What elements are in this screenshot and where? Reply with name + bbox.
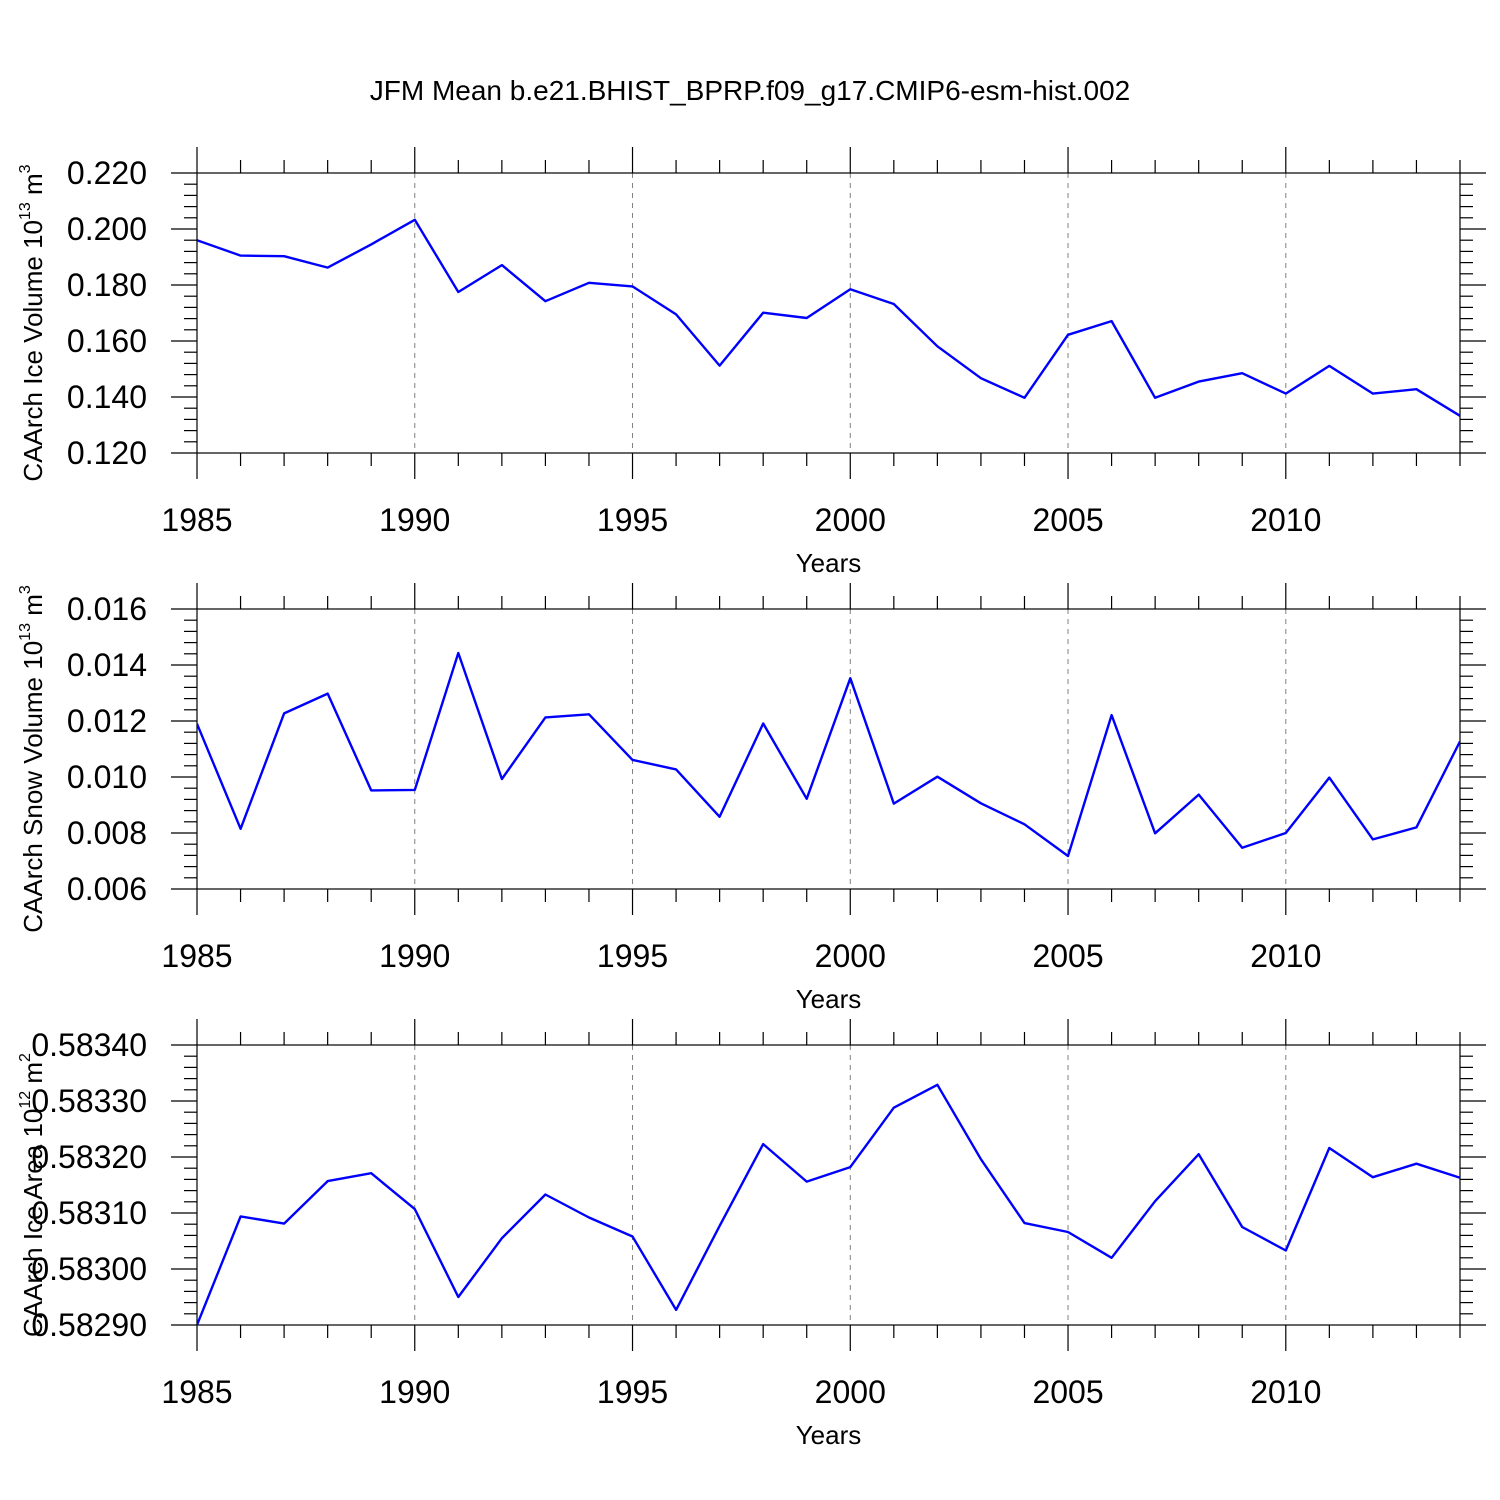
y-axis-label-superscript: 12 (17, 1091, 34, 1109)
plot-frame (196, 172, 1461, 454)
panel-3: 0.58290 0.58300 0.58310 0.58320 0.58330 0.583… (17, 1019, 1486, 1450)
y-axis-label-superscript: 2 (17, 1053, 34, 1062)
y-axis-label-part: m (18, 1062, 48, 1091)
x-tick-label: 2000 (815, 1374, 886, 1410)
y-axis-label-superscript: 13 (17, 202, 34, 220)
y-axis-label: CAArch Ice Area 1012 m2 (17, 1053, 48, 1337)
x-tick-label: 1990 (379, 1374, 450, 1410)
y-axis-label-superscript: 13 (17, 623, 34, 641)
x-tick-label: 1995 (597, 1374, 668, 1410)
x-tick-label: 2010 (1250, 1374, 1321, 1410)
y-tick-label: 0.014 (67, 647, 147, 683)
y-axis-label-part: m (18, 173, 48, 202)
x-axis-label: Years (796, 984, 862, 1014)
y-tick-label: 0.006 (67, 871, 147, 907)
y-axis-label-part: CAArch Snow Volume 10 (18, 641, 48, 933)
y-tick-label: 0.58340 (31, 1027, 147, 1063)
panel-1: 0.120 0.140 0.160 0.180 0.200 0.220 1985 1990 19… (17, 147, 1486, 578)
y-tick-label: 0.120 (67, 435, 147, 471)
x-tick-label: 1985 (161, 938, 232, 974)
y-tick-label: 0.012 (67, 703, 147, 739)
plot-frame (196, 608, 1461, 890)
y-tick-label: 0.220 (67, 155, 147, 191)
x-tick-label: 2010 (1250, 938, 1321, 974)
figure-title: JFM Mean b.e21.BHIST_BPRP.f09_g17.CMIP6-… (370, 75, 1131, 106)
y-axis-label-superscript: 3 (17, 164, 34, 173)
x-axis-label: Years (796, 1420, 862, 1450)
y-tick-label: 0.140 (67, 379, 147, 415)
y-tick-label: 0.58300 (31, 1251, 147, 1287)
y-tick-label: 0.58320 (31, 1139, 147, 1175)
y-tick-label: 0.200 (67, 211, 147, 247)
x-tick-label: 1995 (597, 502, 668, 538)
y-tick-label: 0.016 (67, 591, 147, 627)
series-line (197, 218, 1460, 417)
y-axis-label-part: CAArch Ice Area 10 (18, 1109, 48, 1337)
x-tick-label: 1995 (597, 938, 668, 974)
y-tick-label: 0.160 (67, 323, 147, 359)
x-tick-label: 1990 (379, 502, 450, 538)
y-tick-label: 0.58290 (31, 1307, 147, 1343)
y-axis-label: CAArch Snow Volume 1013 m3 (17, 585, 48, 933)
y-tick-label: 0.010 (67, 759, 147, 795)
x-axis-label: Years (796, 548, 862, 578)
x-tick-label: 1985 (161, 1374, 232, 1410)
x-tick-label: 2010 (1250, 502, 1321, 538)
plot-frame (196, 1044, 1461, 1326)
x-tick-label: 2005 (1032, 938, 1103, 974)
y-axis-label-part: m (18, 594, 48, 623)
y-tick-label: 0.58330 (31, 1083, 147, 1119)
x-tick-label: 1985 (161, 502, 232, 538)
y-axis-label-part: CAArch Ice Volume 10 (18, 220, 48, 482)
y-tick-label: 0.58310 (31, 1195, 147, 1231)
x-tick-label: 1990 (379, 938, 450, 974)
y-axis-label-superscript: 3 (17, 585, 34, 594)
x-tick-label: 2005 (1032, 502, 1103, 538)
x-tick-label: 2000 (815, 938, 886, 974)
y-tick-label: 0.008 (67, 815, 147, 851)
y-axis-label: CAArch Ice Volume 1013 m3 (17, 164, 48, 481)
y-tick-label: 0.180 (67, 267, 147, 303)
series-line (197, 1083, 1460, 1325)
x-tick-label: 2005 (1032, 1374, 1103, 1410)
panels: 0.120 0.140 0.160 0.180 0.200 0.220 1985 1990 19… (17, 147, 1486, 1450)
panel-2: 0.006 0.008 0.010 0.012 0.014 0.016 1985 1990 19… (17, 583, 1486, 1014)
series-line (197, 651, 1460, 858)
x-tick-label: 2000 (815, 502, 886, 538)
